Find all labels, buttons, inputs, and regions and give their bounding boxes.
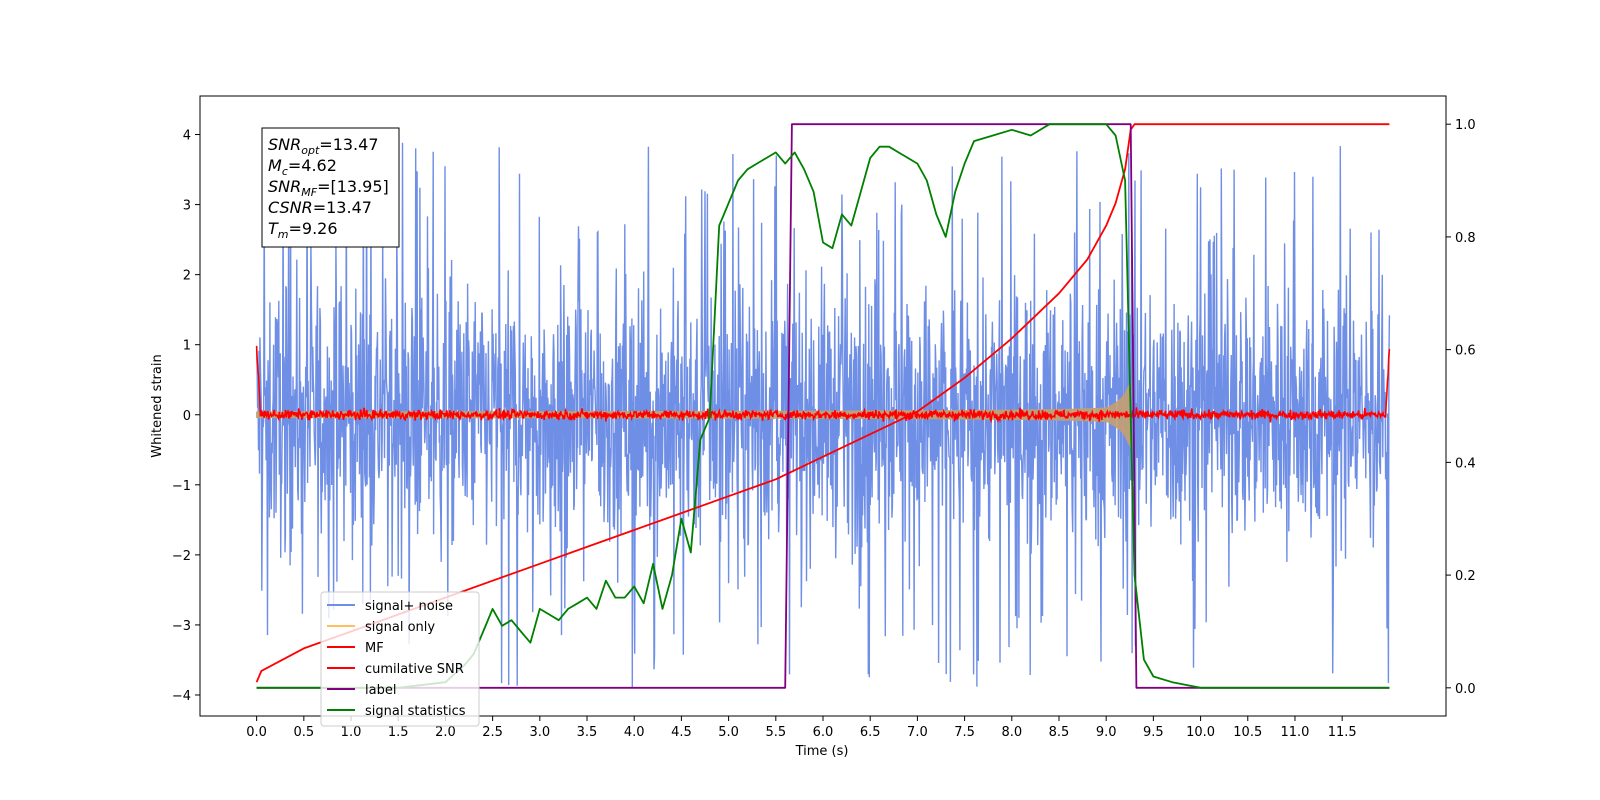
x-tick-label: 1.5 bbox=[388, 725, 409, 740]
y2-tick-label: 0.2 bbox=[1455, 569, 1476, 584]
x-tick-label: 5.5 bbox=[765, 725, 786, 740]
x-tick-label: 0.5 bbox=[293, 725, 314, 740]
y-tick-label: −3 bbox=[172, 619, 191, 634]
legend-frame bbox=[320, 591, 480, 727]
y-tick-label: −4 bbox=[172, 689, 191, 704]
x-tick-label: 4.5 bbox=[671, 725, 692, 740]
x-axis: 0.0 0.5 1.0 1.5 2.0 2.5 3.0 3.5 4.0 4.5 5.0 5.5 6.0 6… bbox=[246, 716, 1357, 740]
x-tick-label: 6.5 bbox=[860, 725, 881, 740]
annotation-line: Tm=9.26 bbox=[268, 219, 338, 241]
annotation-frame bbox=[261, 127, 400, 248]
x-tick-label: 10.5 bbox=[1233, 725, 1262, 740]
x-tick-label: 3.0 bbox=[529, 725, 550, 740]
annotation-box: SNRopt=13.47Mc=4.62SNRMF=[13.95]CSNR=13.… bbox=[261, 127, 400, 248]
x-tick-label: 1.0 bbox=[341, 725, 362, 740]
x-axis-label: Time (s) bbox=[795, 744, 849, 759]
y-tick-label: 3 bbox=[183, 199, 191, 214]
annotation-line: CSNR=13.47 bbox=[268, 198, 372, 217]
y-tick-label: 2 bbox=[183, 269, 191, 284]
y-tick-label: 1 bbox=[183, 339, 191, 354]
y-tick-label: −1 bbox=[172, 479, 191, 494]
legend: signal+ noise signal only MF cumilative SNR… bbox=[320, 591, 480, 727]
series-signal-statistics bbox=[256, 123, 1390, 689]
y-tick-label: −2 bbox=[172, 549, 191, 564]
x-tick-label: 5.0 bbox=[718, 725, 739, 740]
y-axis-right: 1.0 0.8 0.6 0.4 0.2 0.0 bbox=[1446, 118, 1476, 697]
legend-label: MF bbox=[365, 641, 384, 656]
x-tick-label: 7.5 bbox=[954, 725, 975, 740]
series-signal-noise bbox=[255, 141, 1391, 688]
x-tick-label: 3.5 bbox=[577, 725, 598, 740]
x-tick-label: 8.0 bbox=[1001, 725, 1022, 740]
x-tick-label: 8.5 bbox=[1049, 725, 1070, 740]
y2-tick-label: 0.0 bbox=[1455, 682, 1476, 697]
y2-tick-label: 0.4 bbox=[1455, 456, 1476, 471]
legend-label: cumilative SNR bbox=[365, 662, 464, 677]
x-tick-label: 11.0 bbox=[1280, 725, 1309, 740]
y-tick-label: 0 bbox=[183, 409, 191, 424]
y-tick-label: 4 bbox=[183, 129, 191, 144]
series-label bbox=[256, 123, 1390, 689]
x-tick-label: 2.5 bbox=[482, 725, 503, 740]
x-tick-label: 10.0 bbox=[1186, 725, 1215, 740]
legend-label: signal statistics bbox=[365, 704, 466, 719]
legend-label: label bbox=[365, 683, 396, 698]
annotation-line: SNRopt=13.47 bbox=[268, 135, 379, 157]
x-tick-label: 9.0 bbox=[1096, 725, 1117, 740]
y-axis-label: Whitened strain bbox=[150, 354, 165, 457]
y2-tick-label: 0.8 bbox=[1455, 231, 1476, 246]
y-axis-left: 4 3 2 1 0 −1 −2 −3 −4 bbox=[172, 129, 200, 704]
annotation-line: SNRMF=[13.95] bbox=[268, 177, 389, 199]
annotation-line: Mc=4.62 bbox=[268, 156, 337, 178]
x-tick-label: 0.0 bbox=[246, 725, 267, 740]
y2-tick-label: 1.0 bbox=[1455, 118, 1476, 133]
x-tick-label: 4.0 bbox=[624, 725, 645, 740]
legend-label: signal only bbox=[365, 620, 435, 635]
legend-label: signal+ noise bbox=[365, 599, 453, 614]
series-mf bbox=[255, 345, 1391, 424]
x-tick-label: 7.0 bbox=[907, 725, 928, 740]
x-tick-label: 9.5 bbox=[1143, 725, 1164, 740]
x-tick-label: 11.5 bbox=[1328, 725, 1357, 740]
x-tick-label: 2.0 bbox=[435, 725, 456, 740]
x-tick-label: 6.0 bbox=[813, 725, 834, 740]
y2-tick-label: 0.6 bbox=[1455, 344, 1476, 359]
